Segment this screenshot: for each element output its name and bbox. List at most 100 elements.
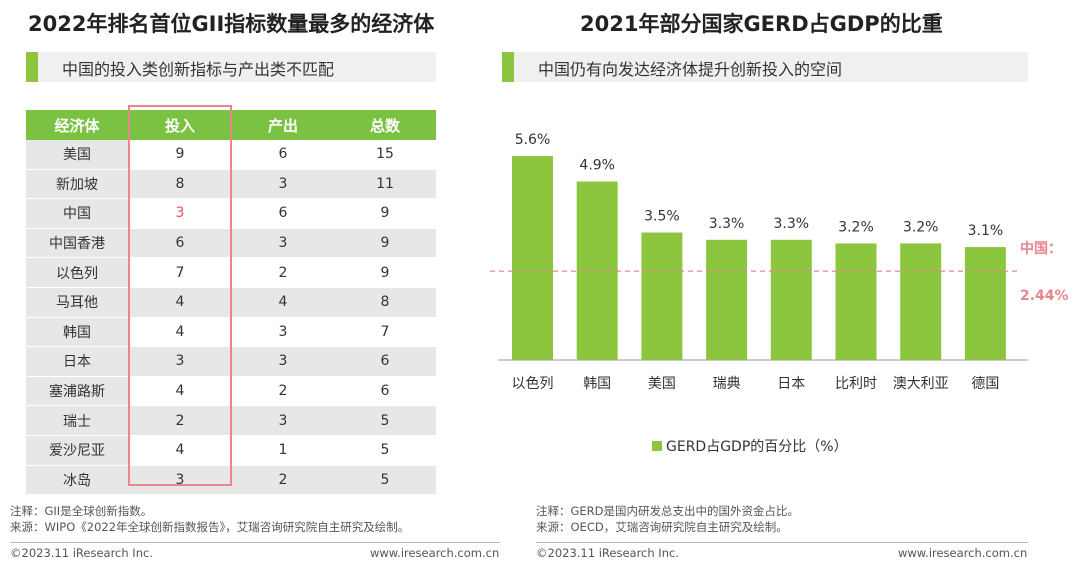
- category-label: 瑞典: [713, 376, 741, 392]
- output-cell: 3: [232, 346, 334, 377]
- table-row: 冰岛 3 2 5: [26, 465, 436, 496]
- legend-label: GERD占GDP的百分比（%）: [666, 439, 848, 455]
- economy-cell: 美国: [26, 140, 128, 170]
- total-cell: 9: [334, 228, 436, 259]
- output-cell: 3: [232, 317, 334, 348]
- economy-cell: 中国香港: [26, 228, 128, 259]
- data-label: 3.2%: [838, 219, 874, 235]
- category-label: 比利时: [835, 376, 877, 392]
- data-label: 3.3%: [709, 216, 745, 232]
- total-cell: 15: [334, 140, 436, 170]
- reference-label: 中国：: [1020, 240, 1062, 257]
- data-label: 3.1%: [968, 223, 1004, 239]
- header-output: 产出: [232, 110, 334, 140]
- economy-cell: 日本: [26, 346, 128, 377]
- total-cell: 11: [334, 169, 436, 200]
- output-cell: 3: [232, 169, 334, 200]
- output-cell: 6: [232, 140, 334, 170]
- output-cell: 2: [232, 465, 334, 496]
- data-label: 3.5%: [644, 209, 680, 225]
- table-row: 美国 9 6 15: [26, 140, 436, 170]
- table-row: 爱沙尼亚 4 1 5: [26, 435, 436, 466]
- table-row: 中国 3 6 9: [26, 198, 436, 229]
- gii-table: 经济体 投入 产出 总数 美国 9 6 15 新加坡 8 3 11 中国 3 6 9 中国香港 6 3 9 以色…: [26, 110, 436, 496]
- right-website: www.iresearch.com.cn: [898, 546, 1028, 560]
- input-cell: 3: [128, 465, 232, 496]
- right-source: 来源：OECD，艾瑞咨询研究院自主研究及绘制。: [536, 520, 788, 534]
- table-row: 马耳他 4 4 8: [26, 287, 436, 318]
- chart-legend: GERD占GDP的百分比（%）: [652, 436, 848, 456]
- total-cell: 5: [334, 435, 436, 466]
- input-cell: 2: [128, 405, 232, 436]
- left-source: 来源：WIPO《2022年全球创新指数报告》，艾瑞咨询研究院自主研究及绘制。: [10, 520, 410, 534]
- category-label: 日本: [777, 376, 805, 392]
- category-label: 澳大利亚: [893, 376, 949, 392]
- total-cell: 5: [334, 465, 436, 496]
- output-cell: 2: [232, 376, 334, 407]
- data-label: 3.3%: [774, 216, 810, 232]
- right-subtitle-bar: 中国仍有向发达经济体提升创新投入的空间: [502, 52, 1028, 82]
- economy-cell: 韩国: [26, 317, 128, 348]
- data-label: 5.6%: [515, 132, 551, 148]
- output-cell: 2: [232, 257, 334, 288]
- output-cell: 3: [232, 228, 334, 259]
- header-total: 总数: [334, 110, 436, 140]
- data-label: 3.2%: [903, 219, 939, 235]
- category-label: 美国: [648, 376, 676, 392]
- data-label: 4.9%: [579, 158, 615, 174]
- economy-cell: 新加坡: [26, 169, 128, 200]
- header-input: 投入: [128, 110, 232, 140]
- table-row: 日本 3 3 6: [26, 346, 436, 377]
- total-cell: 8: [334, 287, 436, 318]
- left-note: 注释：GII是全球创新指数。: [10, 504, 153, 518]
- right-note: 注释：GERD是国内研发总支出中的国外资金占比。: [536, 504, 800, 518]
- economy-cell: 冰岛: [26, 465, 128, 496]
- input-cell: 6: [128, 228, 232, 259]
- output-cell: 1: [232, 435, 334, 466]
- economy-cell: 马耳他: [26, 287, 128, 318]
- input-cell: 4: [128, 435, 232, 466]
- economy-cell: 中国: [26, 198, 128, 229]
- total-cell: 9: [334, 198, 436, 229]
- accent-block: [502, 52, 514, 82]
- accent-block: [26, 52, 38, 82]
- bar: [512, 156, 553, 360]
- input-cell: 4: [128, 287, 232, 318]
- total-cell: 6: [334, 376, 436, 407]
- total-cell: 7: [334, 317, 436, 348]
- output-cell: 6: [232, 198, 334, 229]
- input-cell: 3: [128, 198, 232, 229]
- left-website: www.iresearch.com.cn: [370, 546, 500, 560]
- right-subtitle: 中国仍有向发达经济体提升创新投入的空间: [538, 60, 843, 79]
- right-title: 2021年部分国家GERD占GDP的比重: [580, 12, 943, 36]
- output-cell: 3: [232, 405, 334, 436]
- table-body: 美国 9 6 15 新加坡 8 3 11 中国 3 6 9 中国香港 6 3 9 以色列 7 2 9 马耳他 4 4 8 韩国 4…: [26, 140, 436, 496]
- bar: [835, 243, 877, 360]
- table-row: 韩国 4 3 7: [26, 317, 436, 348]
- economy-cell: 以色列: [26, 257, 128, 288]
- economy-cell: 塞浦路斯: [26, 376, 128, 407]
- input-cell: 4: [128, 317, 232, 348]
- table-row: 以色列 7 2 9: [26, 257, 436, 288]
- table-row: 瑞士 2 3 5: [26, 405, 436, 436]
- header-economy: 经济体: [26, 110, 128, 140]
- output-cell: 4: [232, 287, 334, 318]
- right-copyright: ©2023.11 iResearch Inc.: [536, 546, 679, 560]
- left-subtitle-bar: 中国的投入类创新指标与产出类不匹配: [26, 52, 436, 82]
- category-label: 德国: [971, 376, 999, 392]
- gerd-bar-chart: 5.6% 以色列 4.9% 韩国 3.5% 美国 3.3% 瑞典 3.3% 日本 3.2% 比利时 3.…: [490, 132, 1069, 392]
- total-cell: 5: [334, 405, 436, 436]
- legend-swatch: [652, 441, 662, 451]
- bar: [900, 243, 942, 360]
- right-divider: [536, 542, 1028, 543]
- economy-cell: 瑞士: [26, 405, 128, 436]
- total-cell: 6: [334, 346, 436, 377]
- left-copyright: ©2023.11 iResearch Inc.: [10, 546, 153, 560]
- input-cell: 3: [128, 346, 232, 377]
- economy-cell: 爱沙尼亚: [26, 435, 128, 466]
- table-row: 新加坡 8 3 11: [26, 169, 436, 200]
- bar: [964, 247, 1006, 360]
- table-row: 中国香港 6 3 9: [26, 228, 436, 259]
- input-cell: 8: [128, 169, 232, 200]
- input-cell: 4: [128, 376, 232, 407]
